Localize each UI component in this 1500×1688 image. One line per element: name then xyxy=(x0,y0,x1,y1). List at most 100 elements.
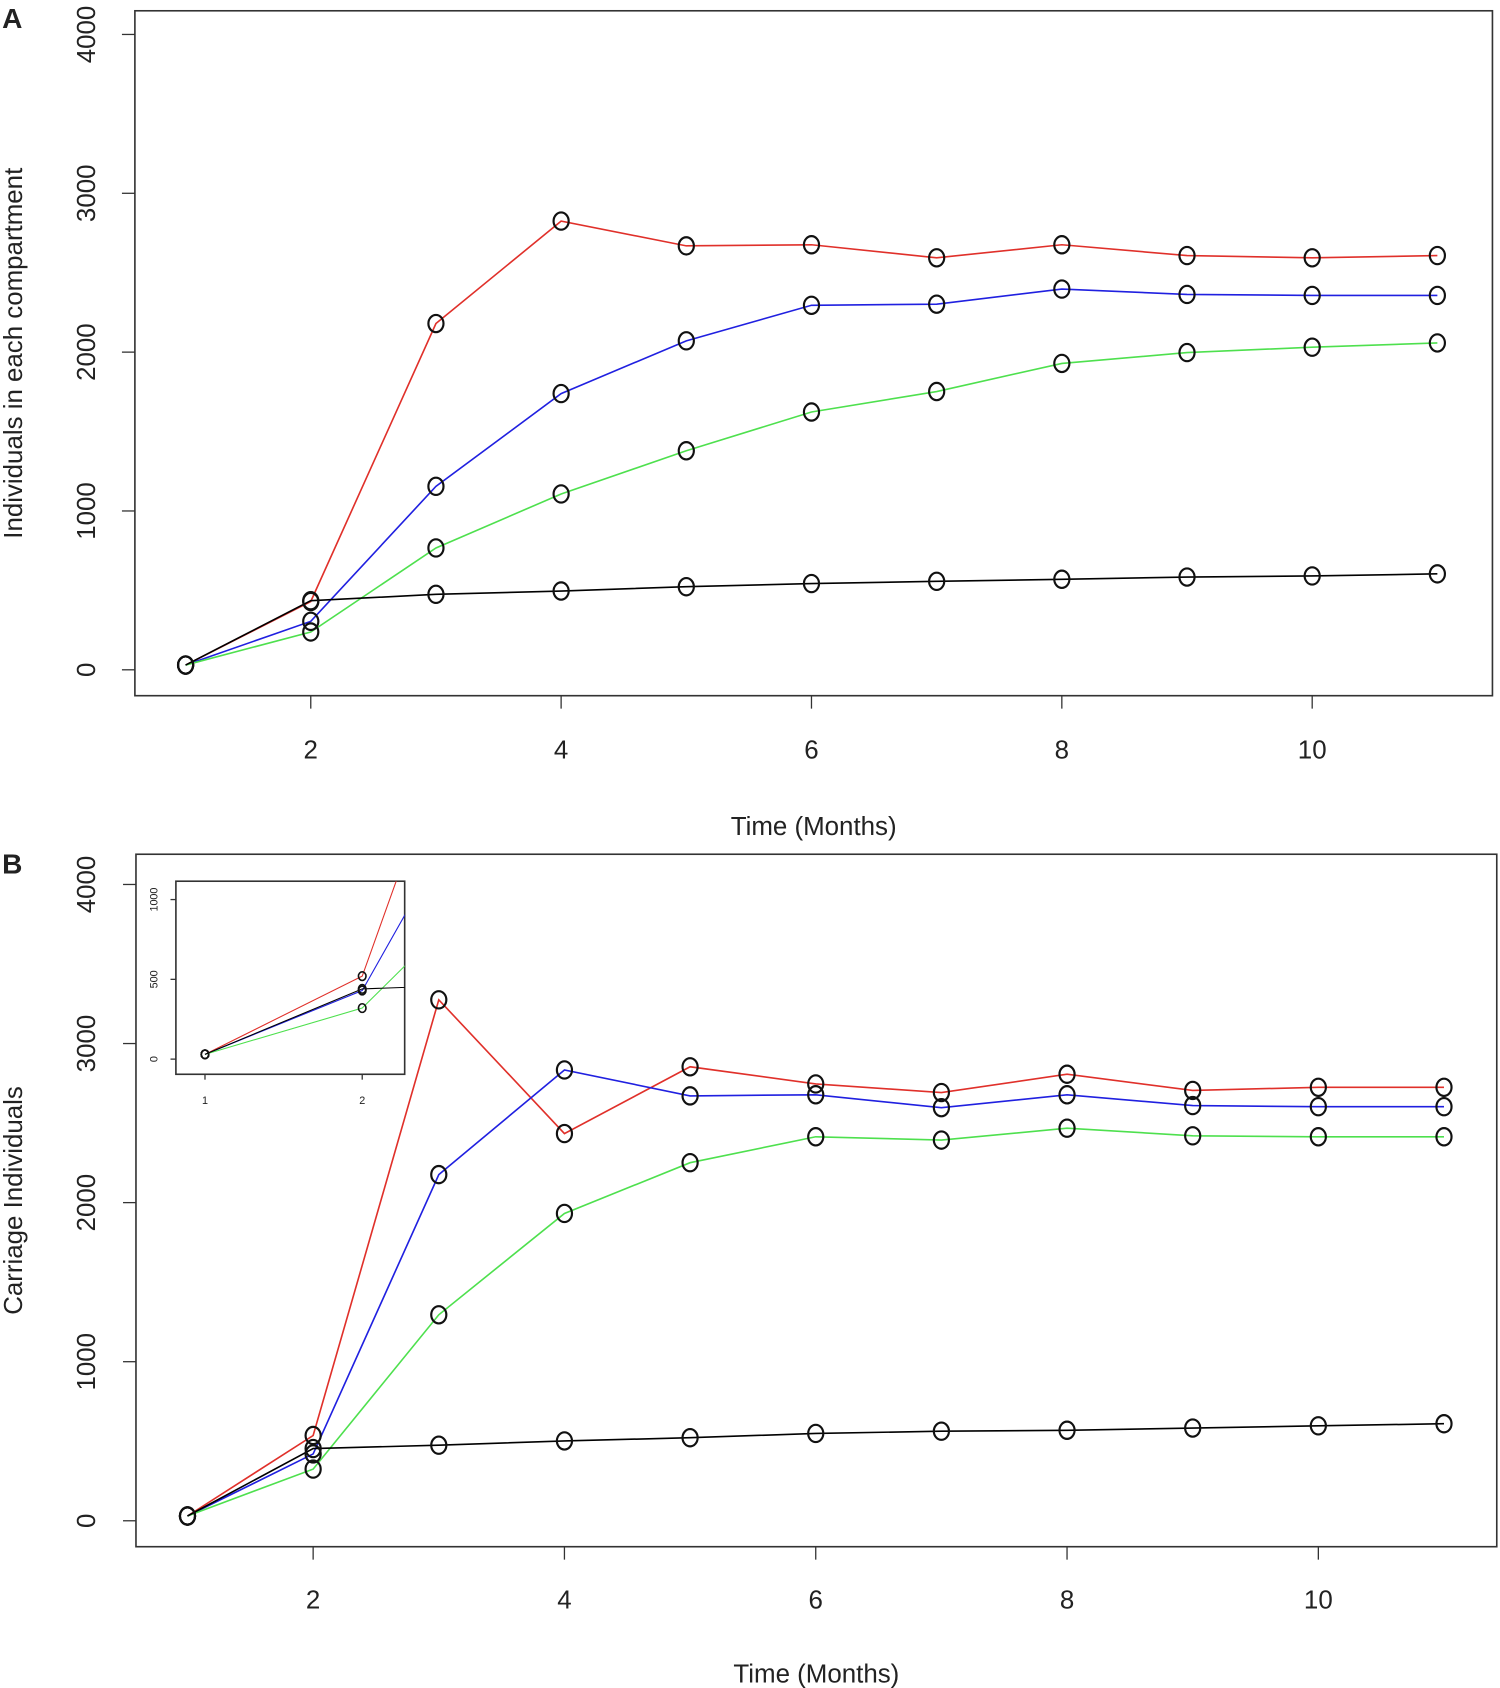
point-marker xyxy=(1303,248,1321,268)
point-marker xyxy=(555,1060,574,1080)
point-marker xyxy=(200,1049,210,1060)
panel-label: A xyxy=(2,3,22,34)
y-axis-title: Individuals in each compartment xyxy=(0,168,28,539)
inset-background xyxy=(175,881,405,1075)
point-marker xyxy=(1435,1414,1453,1434)
point-marker xyxy=(932,1130,951,1150)
point-marker xyxy=(1184,1080,1202,1101)
point-marker xyxy=(807,1085,825,1105)
point-marker xyxy=(357,983,367,995)
point-marker xyxy=(427,538,445,558)
point-marker xyxy=(1058,1420,1076,1440)
series-line xyxy=(204,986,405,1055)
point-marker xyxy=(1309,1077,1327,1098)
point-marker xyxy=(552,581,570,601)
point-marker xyxy=(304,1459,322,1479)
series-group xyxy=(178,990,1453,1526)
point-marker xyxy=(357,1002,367,1014)
point-marker xyxy=(928,294,946,314)
point-marker xyxy=(1435,1077,1453,1098)
point-marker xyxy=(802,295,821,315)
point-marker xyxy=(555,1123,574,1144)
y-tick-label: 1000 xyxy=(73,482,101,540)
point-marker xyxy=(1184,1418,1202,1438)
point-marker xyxy=(1178,567,1196,587)
point-marker xyxy=(928,381,946,402)
point-marker xyxy=(555,1203,574,1224)
point-marker xyxy=(304,1444,322,1464)
point-marker xyxy=(802,573,821,594)
plot: 0 1000 2000 3000 4000 2 4 6 8 10 Time (Months) Indi… xyxy=(0,3,1494,841)
x-tick-label: 4 xyxy=(554,737,568,765)
point-marker xyxy=(1178,342,1196,363)
series-line xyxy=(185,342,1438,666)
point-marker xyxy=(1178,245,1196,266)
point-marker xyxy=(552,383,570,404)
point-marker xyxy=(1303,285,1321,306)
point-marker xyxy=(802,235,821,255)
point-marker xyxy=(1058,1118,1076,1138)
point-marker xyxy=(427,476,445,497)
point-marker xyxy=(1428,333,1447,353)
plot-frame xyxy=(134,9,1494,697)
point-marker xyxy=(430,1164,448,1185)
point-marker xyxy=(1053,353,1071,374)
plot-frame xyxy=(175,880,406,1076)
series-line xyxy=(185,288,1438,666)
point-marker xyxy=(304,1438,322,1459)
point-marker xyxy=(304,1425,322,1446)
y-tick-label: 0 xyxy=(73,1514,101,1528)
x-tick-label: 4 xyxy=(557,1587,571,1615)
point-marker xyxy=(677,331,695,351)
point-marker xyxy=(1309,1127,1327,1147)
point-marker xyxy=(430,1305,448,1325)
y-tick-label: 4000 xyxy=(73,856,101,914)
point-marker xyxy=(516,708,524,717)
point-marker xyxy=(1428,564,1447,584)
series-line xyxy=(204,881,397,1055)
x-tick-label: 6 xyxy=(809,1587,823,1615)
y-tick-label: 3000 xyxy=(73,165,101,223)
point-marker xyxy=(516,848,524,857)
point-marker xyxy=(681,1152,699,1173)
point-marker xyxy=(1309,1096,1327,1117)
point-marker xyxy=(932,1082,951,1103)
x-tick-label: 2 xyxy=(306,1587,320,1615)
point-marker xyxy=(427,313,445,334)
point-marker xyxy=(1053,279,1071,299)
point-marker xyxy=(1428,245,1447,266)
point-marker xyxy=(1184,1095,1202,1116)
point-marker xyxy=(302,622,320,642)
point-marker xyxy=(1058,1064,1076,1084)
y-tick-label: 2000 xyxy=(73,323,101,381)
point-marker xyxy=(1053,235,1071,255)
point-marker xyxy=(1178,284,1196,305)
x-tick-label: 1 xyxy=(202,1095,208,1107)
y-tick-label: 500 xyxy=(149,970,161,988)
y-tick-label: 0 xyxy=(149,1056,161,1062)
point-marker xyxy=(430,990,448,1010)
series-line xyxy=(187,1422,1445,1517)
point-marker xyxy=(1303,566,1321,586)
point-marker xyxy=(552,484,570,504)
point-marker xyxy=(681,1057,699,1077)
point-marker xyxy=(1435,1096,1453,1117)
panel-label: B xyxy=(2,849,22,880)
y-tick-label: 1000 xyxy=(149,888,161,912)
x-tick-label: 2 xyxy=(304,737,318,765)
point-marker xyxy=(677,236,695,256)
y-tick-label: 3000 xyxy=(73,1015,101,1073)
point-marker xyxy=(1184,1126,1202,1146)
point-marker xyxy=(802,402,821,422)
series-group xyxy=(200,708,524,1060)
x-tick-label: 10 xyxy=(1298,737,1327,765)
point-marker xyxy=(178,1506,197,1526)
x-axis-title: Time (Months) xyxy=(731,813,897,841)
point-marker xyxy=(516,979,524,988)
x-tick-label: 8 xyxy=(1055,737,1069,765)
point-marker xyxy=(357,971,367,982)
series-group xyxy=(176,211,1447,675)
point-marker xyxy=(427,584,445,605)
point-marker xyxy=(681,1428,699,1448)
